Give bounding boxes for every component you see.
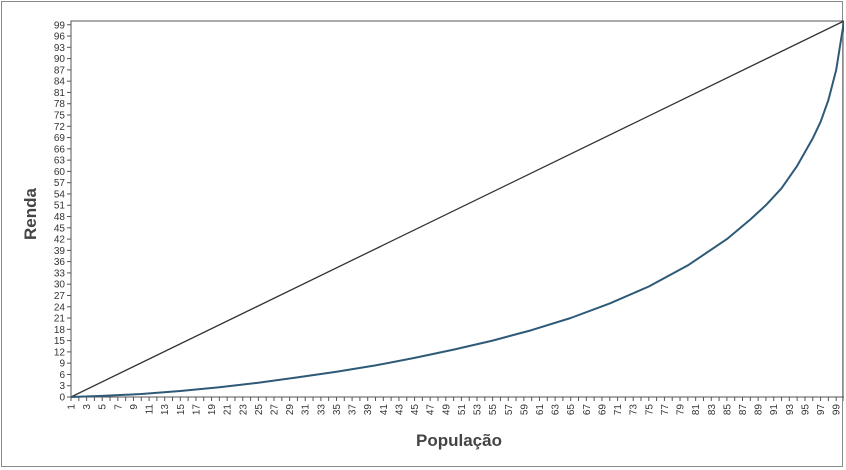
- x-tick-label: 7: [113, 404, 124, 410]
- y-tick-label: 6: [59, 370, 65, 381]
- x-tick-label: 67: [582, 404, 593, 416]
- x-tick-label: 85: [722, 404, 733, 416]
- x-tick-label: 9: [129, 404, 140, 410]
- x-tick-label: 95: [800, 404, 811, 416]
- x-tick-label: 35: [332, 404, 343, 416]
- y-tick-label: 30: [54, 280, 66, 291]
- lorenz-curve: [70, 20, 844, 398]
- y-axis-title: Renda: [21, 187, 40, 240]
- x-tick-label: 11: [145, 404, 156, 415]
- x-tick-label: 77: [660, 404, 671, 416]
- y-axis-ticks: 0369121518212427303336394245485154576063…: [54, 20, 71, 404]
- x-tick-label: 91: [769, 404, 780, 416]
- x-tick-label: 43: [394, 404, 405, 416]
- x-tick-label: 57: [504, 404, 515, 416]
- x-tick-label: 61: [535, 404, 546, 416]
- x-tick-label: 79: [676, 404, 687, 416]
- x-tick-label: 3: [82, 404, 93, 410]
- x-tick-label: 71: [613, 404, 624, 416]
- y-tick-label: 12: [54, 347, 66, 358]
- y-tick-label: 99: [54, 20, 66, 31]
- x-tick-label: 31: [301, 404, 312, 416]
- x-axis-ticks: 1 3 5 7 9 11 13 15 17 19 21 23 25 27 29 31 33 35 37 39 41 43 4…: [67, 397, 844, 416]
- y-tick-label: 60: [54, 167, 66, 178]
- x-tick-label: 51: [457, 404, 468, 416]
- x-tick-label: 83: [707, 404, 718, 416]
- y-tick-label: 21: [54, 314, 66, 325]
- x-tick-label: 49: [441, 404, 452, 416]
- y-tick-label: 0: [59, 393, 65, 404]
- x-tick-label: 21: [223, 404, 234, 416]
- plot-border: [70, 20, 844, 398]
- y-tick-label: 75: [54, 111, 66, 122]
- x-tick-label: 27: [270, 404, 281, 416]
- y-tick-label: 36: [54, 257, 66, 268]
- x-tick-label: 55: [488, 404, 499, 416]
- x-tick-label: 73: [629, 404, 640, 416]
- x-tick-label: 13: [160, 404, 171, 416]
- x-tick-label: 23: [238, 404, 249, 416]
- y-tick-label: 84: [54, 77, 66, 88]
- y-tick-label: 51: [54, 201, 66, 212]
- y-tick-label: 69: [54, 133, 66, 144]
- y-tick-label: 66: [54, 144, 66, 155]
- y-tick-label: 42: [54, 235, 66, 246]
- x-tick-label: 45: [410, 404, 421, 416]
- y-tick-label: 57: [54, 178, 66, 189]
- x-tick-label: 17: [191, 404, 202, 416]
- x-tick-label: 15: [176, 404, 187, 416]
- y-tick-label: 15: [54, 336, 66, 347]
- x-tick-label: 69: [597, 404, 608, 416]
- x-tick-label: 75: [644, 404, 655, 416]
- y-tick-label: 39: [54, 246, 66, 257]
- y-tick-label: 27: [54, 291, 66, 302]
- y-tick-label: 93: [54, 43, 66, 54]
- series-layer: [70, 20, 844, 398]
- y-tick-label: 18: [54, 325, 66, 336]
- x-tick-label: 93: [785, 404, 796, 416]
- x-tick-label: 29: [285, 404, 296, 416]
- x-tick-label: 89: [754, 404, 765, 416]
- y-tick-label: 78: [54, 99, 66, 110]
- equality-line: [70, 20, 844, 398]
- x-tick-label: 81: [691, 404, 702, 416]
- x-tick-label: 63: [551, 404, 562, 416]
- y-tick-label: 24: [54, 302, 66, 313]
- y-tick-label: 81: [54, 88, 66, 99]
- y-tick-label: 63: [54, 156, 66, 167]
- y-tick-label: 45: [54, 223, 66, 234]
- y-tick-label: 54: [54, 189, 66, 200]
- plot-area: [70, 20, 844, 398]
- x-tick-label: 19: [207, 404, 218, 416]
- y-tick-label: 96: [54, 32, 66, 43]
- y-tick-label: 87: [54, 65, 66, 76]
- x-tick-label: 37: [348, 404, 359, 416]
- x-tick-label: 97: [816, 404, 827, 416]
- y-tick-label: 72: [54, 122, 66, 133]
- y-tick-label: 9: [59, 359, 65, 370]
- x-axis-title: População: [416, 431, 502, 450]
- x-tick-label: 99: [832, 404, 843, 416]
- y-tick-label: 3: [59, 381, 65, 392]
- x-tick-label: 25: [254, 404, 265, 416]
- x-tick-label: 47: [426, 404, 437, 416]
- x-tick-label: 33: [316, 404, 327, 416]
- y-tick-label: 48: [54, 212, 66, 223]
- x-tick-label: 59: [519, 404, 530, 416]
- x-tick-label: 39: [363, 404, 374, 416]
- y-tick-label: 90: [54, 54, 66, 65]
- y-tick-label: 33: [54, 268, 66, 279]
- x-tick-label: 1: [67, 404, 78, 410]
- x-tick-label: 53: [473, 404, 484, 416]
- x-tick-label: 41: [379, 404, 390, 416]
- x-tick-label: 5: [98, 404, 109, 410]
- x-tick-label: 87: [738, 404, 749, 416]
- x-tick-label: 65: [566, 404, 577, 416]
